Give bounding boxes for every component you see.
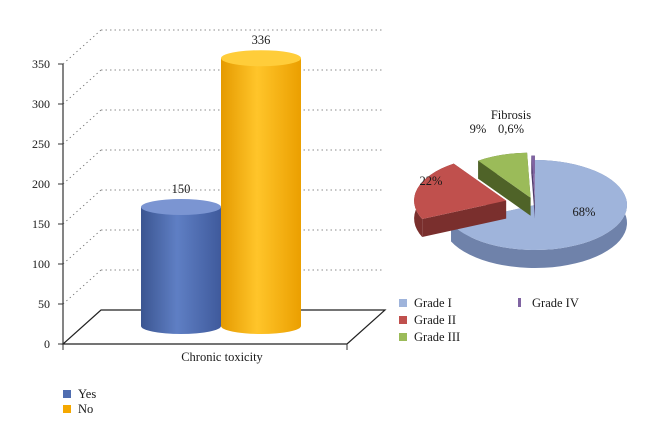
gridline-depth bbox=[62, 109, 102, 145]
pie-slice-wall bbox=[478, 160, 531, 216]
bar-data-label: 150 bbox=[172, 182, 191, 196]
bar-body bbox=[141, 207, 221, 334]
y-tick-label: 150 bbox=[32, 217, 50, 231]
pie-slice-grade-iv bbox=[531, 155, 535, 219]
pie-title: Fibrosis bbox=[491, 108, 531, 122]
pie-slice-wall bbox=[531, 155, 535, 219]
bar-gridlines bbox=[62, 29, 383, 305]
legend-label-grade-ii: Grade II bbox=[414, 313, 456, 327]
legend-swatch-grade-iii bbox=[399, 333, 407, 341]
floor-plane bbox=[61, 309, 387, 345]
legend-swatch-yes bbox=[63, 390, 71, 398]
legend-label-grade-i: Grade I bbox=[414, 296, 452, 310]
y-tick-label: 300 bbox=[32, 97, 50, 111]
pie-data-label: 0,6% bbox=[498, 122, 524, 136]
gridline-depth bbox=[62, 69, 102, 105]
bar-x-axis-label: Chronic toxicity bbox=[181, 350, 263, 364]
bar-yes: 150 bbox=[141, 182, 221, 334]
legend-label-grade-iii: Grade III bbox=[414, 330, 460, 344]
legend-swatch-no bbox=[63, 405, 71, 413]
bar-tick-labels: 0 50 100 150 200 250 300 350 bbox=[32, 57, 50, 351]
gridline-depth bbox=[62, 229, 102, 265]
bar-axes bbox=[58, 63, 387, 350]
y-tick-label: 100 bbox=[32, 257, 50, 271]
pie-legend: Grade I Grade II Grade III Grade IV bbox=[399, 296, 579, 344]
pie-slice-wall bbox=[422, 200, 507, 238]
y-tick-label: 50 bbox=[38, 297, 50, 311]
legend-label-yes: Yes bbox=[78, 387, 96, 401]
pie-slices bbox=[414, 152, 628, 268]
pie-slice-top bbox=[451, 160, 627, 251]
legend-swatch-grade-ii bbox=[399, 316, 407, 324]
gridline-depth bbox=[62, 189, 102, 225]
legend-label-no: No bbox=[78, 402, 93, 416]
y-tick-label: 200 bbox=[32, 177, 50, 191]
bar-top bbox=[221, 50, 301, 67]
legend-label-grade-iv: Grade IV bbox=[532, 296, 579, 310]
pie-slice-grade-iii bbox=[478, 152, 531, 216]
pie-data-label: 22% bbox=[420, 174, 443, 188]
gridline-depth bbox=[62, 29, 102, 65]
gridline-depth bbox=[62, 269, 102, 305]
pie-slice-labels: 68% 22% 9% 0,6% bbox=[420, 122, 596, 219]
pie-slice-top bbox=[414, 163, 507, 220]
pie-slice-grade-ii bbox=[414, 163, 507, 238]
y-tick-label: 350 bbox=[32, 57, 50, 71]
y-tick-label: 250 bbox=[32, 137, 50, 151]
pie-data-label: 68% bbox=[573, 205, 596, 219]
pie-chart: Fibrosis 68% 22% 9% 0,6% bbox=[414, 108, 628, 268]
pie-slice-top bbox=[478, 152, 531, 198]
legend-swatch-grade-i bbox=[399, 299, 407, 307]
pie-data-label: 9% bbox=[470, 122, 487, 136]
bar-top bbox=[141, 199, 221, 215]
legend-swatch-grade-iv bbox=[518, 298, 521, 307]
bar-chart: 0 50 100 150 200 250 300 350 150 336 Chronic tox… bbox=[32, 29, 387, 364]
pie-slice-top bbox=[531, 155, 535, 201]
bar-body bbox=[221, 58, 301, 334]
pie-slice-grade-i bbox=[451, 160, 628, 268]
bar-no: 336 bbox=[221, 33, 301, 334]
bar-series: 150 336 bbox=[141, 33, 301, 334]
gridline-depth bbox=[62, 149, 102, 185]
y-tick-label: 0 bbox=[44, 337, 50, 351]
bar-data-label: 336 bbox=[252, 33, 271, 47]
